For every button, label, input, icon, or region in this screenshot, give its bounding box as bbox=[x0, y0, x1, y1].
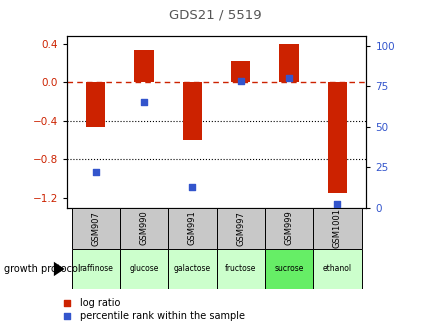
Bar bbox=[120, 249, 168, 289]
Point bbox=[140, 100, 147, 105]
Point bbox=[285, 76, 292, 81]
Text: GSM999: GSM999 bbox=[284, 211, 293, 246]
Text: growth protocol: growth protocol bbox=[4, 264, 81, 274]
Text: glucose: glucose bbox=[129, 265, 158, 273]
Bar bbox=[327, 82, 346, 193]
Text: sucrose: sucrose bbox=[274, 265, 303, 273]
Point bbox=[63, 301, 70, 306]
Bar bbox=[264, 208, 313, 249]
Bar bbox=[313, 208, 361, 249]
Text: raffinose: raffinose bbox=[79, 265, 113, 273]
Bar bbox=[216, 208, 264, 249]
Bar bbox=[216, 249, 264, 289]
Text: GSM990: GSM990 bbox=[139, 211, 148, 246]
Bar bbox=[168, 249, 216, 289]
Bar bbox=[230, 61, 250, 82]
Text: galactose: galactose bbox=[173, 265, 211, 273]
Text: GSM997: GSM997 bbox=[236, 211, 245, 246]
Text: percentile rank within the sample: percentile rank within the sample bbox=[80, 311, 244, 320]
Point bbox=[333, 202, 340, 207]
Bar bbox=[71, 208, 120, 249]
Text: fructose: fructose bbox=[224, 265, 256, 273]
Bar bbox=[279, 44, 298, 82]
Text: log ratio: log ratio bbox=[80, 298, 120, 308]
Point bbox=[188, 184, 195, 189]
Text: GSM1001: GSM1001 bbox=[332, 208, 341, 248]
Bar bbox=[264, 249, 313, 289]
Text: GSM907: GSM907 bbox=[91, 211, 100, 246]
Point bbox=[237, 79, 244, 84]
Polygon shape bbox=[54, 262, 64, 276]
Bar bbox=[134, 50, 154, 82]
Text: ethanol: ethanol bbox=[322, 265, 351, 273]
Bar bbox=[313, 249, 361, 289]
Text: GDS21 / 5519: GDS21 / 5519 bbox=[169, 8, 261, 21]
Bar bbox=[71, 249, 120, 289]
Point bbox=[63, 313, 70, 318]
Bar bbox=[86, 82, 105, 127]
Point bbox=[92, 169, 99, 175]
Text: GSM991: GSM991 bbox=[187, 211, 197, 246]
Bar bbox=[182, 82, 202, 140]
Bar bbox=[120, 208, 168, 249]
Bar bbox=[168, 208, 216, 249]
